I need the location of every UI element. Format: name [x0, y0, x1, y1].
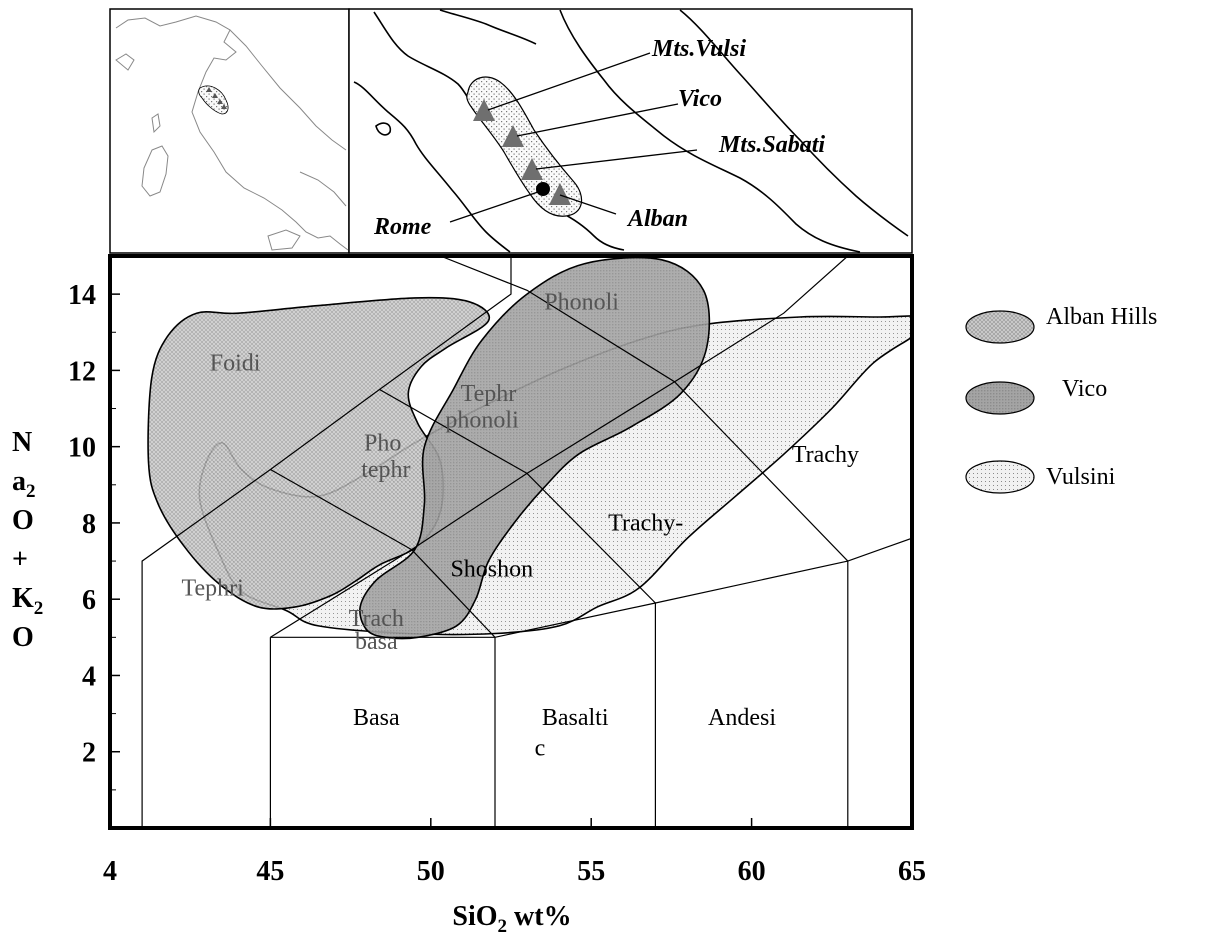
plot-border	[108, 254, 914, 830]
field-label-andesi: Andesi	[708, 705, 776, 731]
field-label-tephri: Tephri	[182, 575, 245, 601]
field-label-pho: Pho	[364, 431, 401, 457]
field-label-foidi: Foidi	[210, 350, 261, 376]
tas-boundary-line	[411, 549, 496, 638]
field-label-trachy: Trachy	[792, 442, 859, 468]
y-axis-title-line: N	[12, 427, 32, 458]
y-axis-title-line: K2	[12, 583, 43, 619]
field-vico	[359, 256, 711, 640]
volcano-vulsini-icon	[473, 99, 495, 121]
y-tick-label: 12	[68, 356, 96, 387]
y-tick-label: 8	[82, 509, 96, 540]
map-label-sabati: Mts.Sabati	[718, 132, 825, 158]
y-tick-label: 14	[68, 280, 96, 311]
italy-outline	[115, 15, 349, 251]
x-tick-label: 50	[417, 856, 445, 887]
field-label-tephr: tephr	[361, 457, 410, 483]
x-axis-title: SiO2 wt%	[452, 901, 571, 937]
field-alban-hills	[147, 296, 491, 610]
map-label-vulsini: Mts.Vulsi	[651, 36, 746, 62]
x-tick-label: 55	[577, 856, 605, 887]
map-label-alban: Alban	[626, 206, 688, 232]
y-axis-title-line: +	[12, 544, 28, 575]
y-tick-label: 10	[68, 433, 96, 464]
volcano-vico-icon	[502, 125, 524, 147]
legend: Alban Hills Vico Vulsini	[965, 304, 1157, 494]
tas-boundary-line	[141, 256, 512, 828]
y-tick-label: 6	[82, 585, 96, 616]
field-label-trach: Trach	[349, 606, 404, 632]
field-label-shoshon: Shoshon	[450, 556, 533, 582]
field-label-tephr: Tephr	[461, 381, 517, 407]
legend-entry-alban-hills: Alban Hills	[965, 304, 1157, 344]
italy-overview-map	[109, 8, 350, 254]
regional-map	[348, 8, 913, 254]
location-maps: Mts.Vulsi Vico Mts.Sabati Alban Rome	[109, 8, 913, 254]
tas-boundary-line	[526, 472, 656, 604]
composition-fields	[147, 256, 912, 640]
volcano-sabati-icon	[521, 158, 543, 180]
tas-boundary-line	[270, 468, 412, 551]
field-label-basalti: Basalti	[542, 705, 609, 731]
legend-label-vico: Vico	[1062, 376, 1107, 402]
tas-boundary-line	[674, 381, 849, 562]
tas-field-boundaries	[141, 256, 912, 828]
y-tick-label: 4	[82, 661, 96, 692]
legend-swatch-vulsini	[965, 460, 1035, 494]
volcano-markers	[473, 99, 571, 205]
legend-label-alban-hills: Alban Hills	[1046, 304, 1157, 330]
italy-volcanic-belt	[198, 85, 229, 115]
map-label-vico: Vico	[678, 86, 722, 112]
rome-marker-icon	[536, 182, 550, 196]
y-axis-title-line: O	[12, 622, 34, 653]
legend-entry-vico: Vico	[965, 376, 1107, 415]
map-label-rome: Rome	[373, 214, 432, 240]
legend-entry-vulsini: Vulsini	[965, 460, 1116, 494]
x-tick-label: 45	[256, 856, 284, 887]
field-label-phonoli: phonoli	[445, 408, 519, 434]
tas-boundary-line	[440, 256, 675, 383]
field-label-basa: Basa	[353, 705, 400, 731]
x-tick-label: 4	[103, 856, 117, 887]
volcano-alban-icon	[549, 183, 571, 205]
tas-boundary-line	[379, 388, 528, 474]
field-label-c: c	[535, 736, 546, 762]
x-tick-label: 60	[738, 856, 766, 887]
legend-swatch-alban-hills	[965, 310, 1035, 344]
tas-boundary-line	[270, 256, 849, 638]
y-axis-title-line: O	[12, 505, 34, 536]
legend-swatch-vico	[965, 381, 1035, 415]
x-tick-label: 65	[898, 856, 926, 887]
field-label-trachy: Trachy-	[608, 511, 683, 537]
y-axis-title-line: a2	[12, 466, 36, 502]
legend-label-vulsini: Vulsini	[1046, 464, 1116, 490]
map-leader-lines	[449, 52, 698, 223]
field-label-basa: basa	[355, 629, 398, 655]
axis-ticks: 2 4 6 8 10 12 14 4 45 50 55 60 65	[68, 280, 926, 887]
regional-map-lines	[353, 9, 909, 253]
y-tick-label: 2	[82, 738, 96, 769]
field-label-phonoli: Phonoli	[544, 289, 619, 315]
